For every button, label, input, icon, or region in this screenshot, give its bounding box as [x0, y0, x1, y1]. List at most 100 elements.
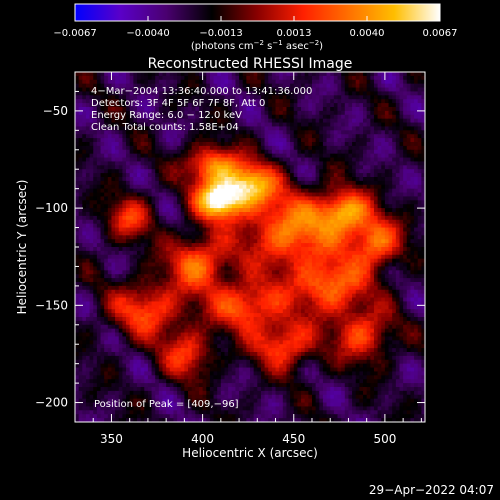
heatmap-cell — [253, 130, 258, 135]
heatmap-cell — [239, 72, 244, 77]
heatmap-cell — [118, 75, 123, 81]
heatmap-cell — [348, 134, 353, 139]
heatmap-cell — [406, 91, 412, 96]
heatmap-cell — [136, 95, 142, 100]
heatmap-cell — [250, 118, 255, 124]
heatmap-cell — [206, 79, 211, 85]
heatmap-cell — [271, 231, 277, 236]
heatmap-cell — [104, 266, 109, 271]
heatmap-cell — [264, 243, 269, 248]
heatmap-cell — [85, 177, 91, 182]
heatmap-cell — [136, 87, 142, 93]
heatmap-cell — [315, 83, 320, 89]
heatmap-cell — [326, 130, 331, 135]
heatmap-cell — [403, 177, 408, 182]
heatmap-cell — [191, 110, 196, 116]
heatmap-cell — [359, 95, 364, 100]
heatmap-cell — [333, 208, 339, 213]
heatmap-cell — [78, 157, 83, 163]
heatmap-cell — [224, 130, 229, 135]
heatmap-cell — [166, 138, 171, 143]
heatmap-cell — [100, 153, 105, 159]
heatmap-cell — [410, 91, 415, 96]
heatmap-cell — [330, 177, 335, 182]
heatmap-cell — [82, 262, 87, 268]
heatmap-cell — [333, 145, 339, 151]
heatmap-cell — [213, 250, 218, 256]
heatmap-cell — [352, 87, 357, 93]
heatmap-cell — [93, 266, 98, 271]
heatmap-cell — [297, 243, 302, 248]
heatmap-cell — [319, 107, 324, 112]
heatmap-cell — [93, 103, 98, 108]
heatmap-cell — [198, 114, 204, 120]
heatmap-cell — [304, 266, 309, 271]
heatmap-cell — [301, 247, 306, 252]
heatmap-cell — [126, 215, 131, 221]
heatmap-cell — [304, 231, 309, 236]
heatmap-cell — [373, 83, 379, 89]
heatmap-cell — [162, 219, 167, 225]
heatmap-cell — [399, 75, 404, 81]
heatmap-cell — [195, 91, 200, 96]
heatmap-cell — [333, 266, 339, 271]
heatmap-cell — [286, 99, 291, 104]
heatmap-cell — [403, 184, 408, 190]
heatmap-cell — [337, 223, 342, 229]
heatmap-cell — [337, 165, 342, 170]
heatmap-cell — [228, 142, 233, 147]
heatmap-cell — [239, 258, 244, 264]
heatmap-cell — [100, 200, 105, 205]
heatmap-cell — [144, 157, 149, 163]
heatmap-cell — [188, 247, 193, 252]
heatmap-cell — [129, 177, 134, 182]
heatmap-cell — [184, 169, 189, 174]
heatmap-cell — [253, 103, 258, 108]
heatmap-cell — [355, 180, 360, 186]
heatmap-cell — [330, 173, 335, 178]
heatmap-cell — [301, 165, 306, 170]
heatmap-cell — [82, 254, 87, 260]
heatmap-cell — [239, 223, 244, 229]
heatmap-cell — [410, 173, 415, 178]
heatmap-cell — [217, 138, 222, 143]
heatmap-cell — [257, 270, 262, 275]
heatmap-cell — [417, 231, 422, 236]
heatmap-cell — [290, 138, 295, 143]
heatmap-cell — [246, 110, 251, 116]
heatmap-cell — [304, 99, 309, 104]
heatmap-cell — [344, 204, 350, 209]
heatmap-cell — [301, 142, 306, 147]
heatmap-cell — [290, 177, 295, 182]
heatmap-cell — [136, 223, 142, 229]
heatmap-cell — [260, 223, 266, 229]
heatmap-cell — [348, 177, 353, 182]
heatmap-cell — [319, 208, 324, 213]
heatmap-cell — [250, 107, 255, 112]
heatmap-cell — [370, 130, 375, 135]
heatmap-cell — [414, 184, 419, 190]
heatmap-cell — [384, 204, 390, 209]
heatmap-cell — [188, 250, 193, 256]
heatmap-cell — [414, 95, 419, 100]
heatmap-cell — [195, 180, 200, 186]
heatmap-cell — [78, 169, 83, 174]
heatmap-cell — [89, 196, 94, 201]
heatmap-cell — [144, 204, 149, 209]
heatmap-cell — [264, 138, 269, 143]
heatmap-cell — [341, 87, 346, 93]
heatmap-cell — [158, 200, 164, 205]
heatmap-cell — [253, 208, 258, 213]
heatmap-cell — [271, 114, 277, 120]
heatmap-cell — [275, 200, 280, 205]
heatmap-cell — [308, 107, 313, 112]
heatmap-cell — [147, 169, 153, 174]
heatmap-cell — [421, 87, 425, 93]
heatmap-cell — [147, 262, 153, 268]
heatmap-cell — [344, 107, 350, 112]
heatmap-cell — [228, 219, 233, 225]
heatmap-cell — [414, 87, 419, 93]
heatmap-cell — [202, 184, 207, 190]
heatmap-cell — [322, 262, 328, 268]
heatmap-cell — [304, 215, 309, 221]
